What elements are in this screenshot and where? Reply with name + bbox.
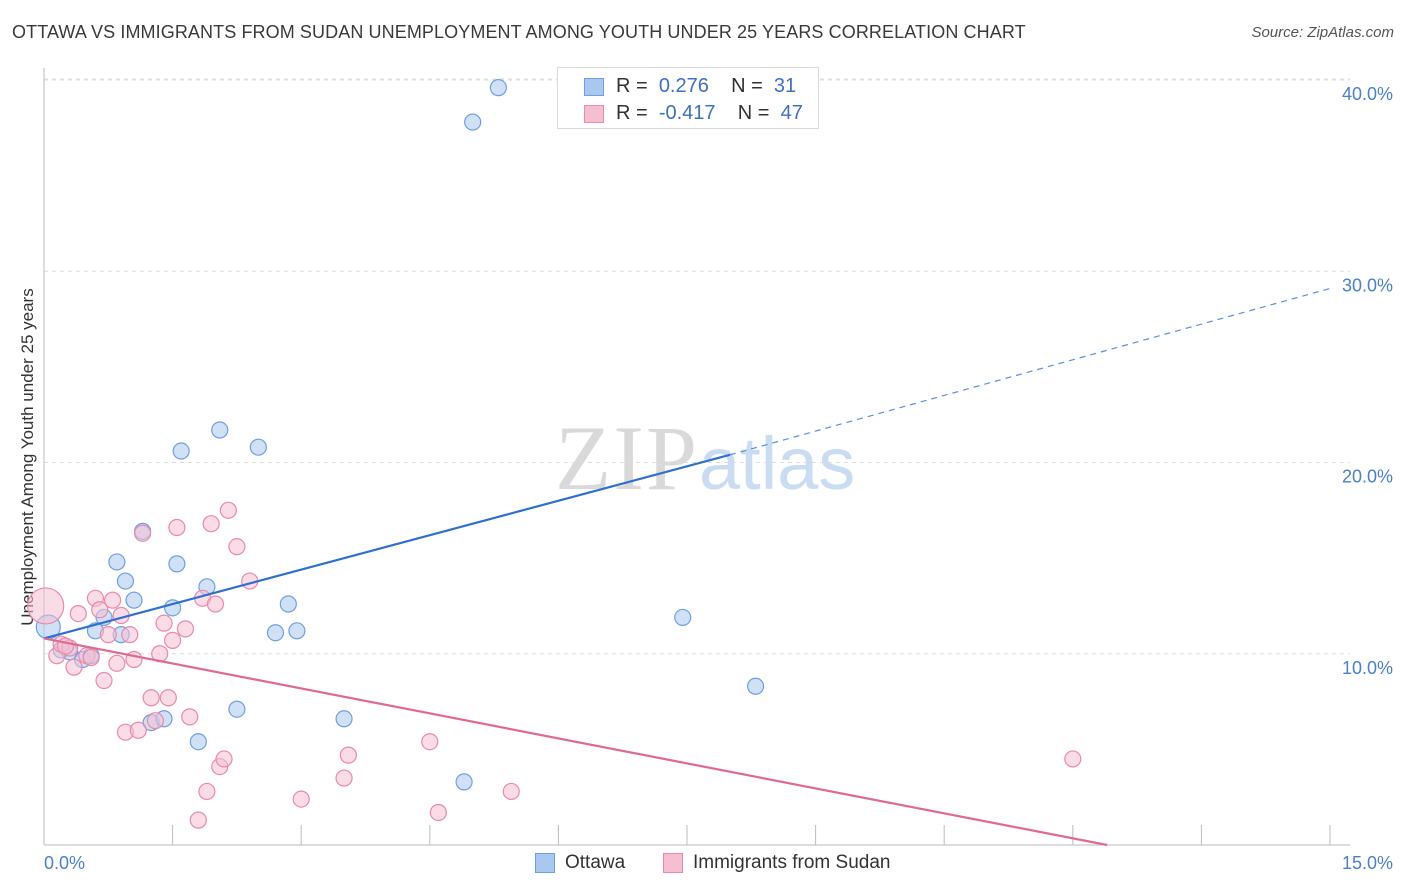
sudan-point [91,601,109,619]
ottawa-point [288,622,306,640]
chart-title: OTTAWA VS IMMIGRANTS FROM SUDAN UNEMPLOY… [12,22,1026,42]
legend-n-label: N = [737,102,770,124]
ottawa-point [189,733,207,751]
sudan-point [335,769,353,787]
sudan-point [159,689,177,707]
watermark-zip: ZIP [555,407,699,509]
sudan-point [82,648,100,667]
sudan-point [189,811,207,829]
ottawa-point [249,438,267,456]
sudan-point [181,708,199,726]
legend-n-value: 31 [773,75,797,97]
ottawa-point [455,773,473,791]
sudan-point [219,501,237,519]
legend-swatch-ottawa [584,78,604,96]
y-axis-label: Unemployment Among Youth under 25 years [18,288,37,625]
correlation-legend: R = 0.276 N = 31 R = -0.417 N = 47 [557,67,819,129]
y-tick-label: 20.0% [1342,467,1393,487]
sudan-point [142,689,160,707]
sudan-point [133,524,152,542]
ottawa-point [674,608,692,627]
y-tick-label: 40.0% [1342,84,1393,104]
watermark-atlas: atlas [699,422,856,505]
ottawa-point [266,624,285,642]
ottawa-point [172,442,190,460]
sudan-point [69,604,87,623]
sudan-point [176,620,195,638]
ottawa-trend-extension [729,287,1331,456]
legend-r-value: -0.417 [658,102,716,124]
sudan-point [421,733,439,751]
ottawa-point [489,79,507,97]
legend-r-value: 0.276 [658,75,709,97]
ottawa-point [108,553,126,571]
sudan-point [202,515,220,533]
sudan-point [228,538,246,556]
bottom-legend-swatch-sudan [663,853,683,873]
sudan-point [99,626,117,644]
sudan-point [27,587,65,625]
sudan-trend-line [43,637,1108,847]
ottawa-point [228,700,246,718]
y-tick-label: 10.0% [1342,658,1393,678]
x-tick-label: 0.0% [44,853,85,873]
sudan-point [155,614,173,632]
sudan-point [429,803,447,822]
ottawa-point [116,572,135,590]
sudan-point [146,712,165,730]
sudan-point [215,750,233,768]
legend-swatch-sudan [584,105,604,123]
ottawa-point [125,591,143,609]
sudan-point [103,591,122,609]
sudan-point [1064,750,1082,768]
sudan-point [95,671,113,690]
sudan-point [108,654,126,672]
sudan-point [164,631,182,649]
sudan-point [198,782,216,801]
sudan-point [168,518,186,537]
chart-source: Source: ZipAtlas.com [1251,24,1394,41]
ottawa-point [746,677,765,695]
sudan-point [339,746,357,764]
legend-n-label: N = [731,75,763,97]
legend-r-label: R = [616,75,648,97]
ottawa-trend-line [43,453,731,640]
ottawa-point [168,555,186,573]
sudan-point [65,658,83,676]
sudan-point [129,721,147,739]
ottawa-point [211,421,229,439]
x-tick-label: 15.0% [1342,853,1393,873]
sudan-point [292,790,310,808]
legend-n-value: 47 [780,102,803,124]
ottawa-point [279,595,297,613]
ottawa-point [464,113,482,131]
sudan-point [502,782,520,801]
bottom-legend-swatch-ottawa [535,853,555,873]
watermark: ZIPatlas [555,405,855,511]
ottawa-point [335,710,353,728]
legend-r-label: R = [616,102,648,124]
bottom-legend-label-sudan: Immigrants from Sudan [693,852,891,873]
sudan-point [121,626,139,644]
bottom-legend-label-ottawa: Ottawa [565,852,626,873]
y-tick-label: 30.0% [1342,275,1393,295]
sudan-point [206,595,225,613]
